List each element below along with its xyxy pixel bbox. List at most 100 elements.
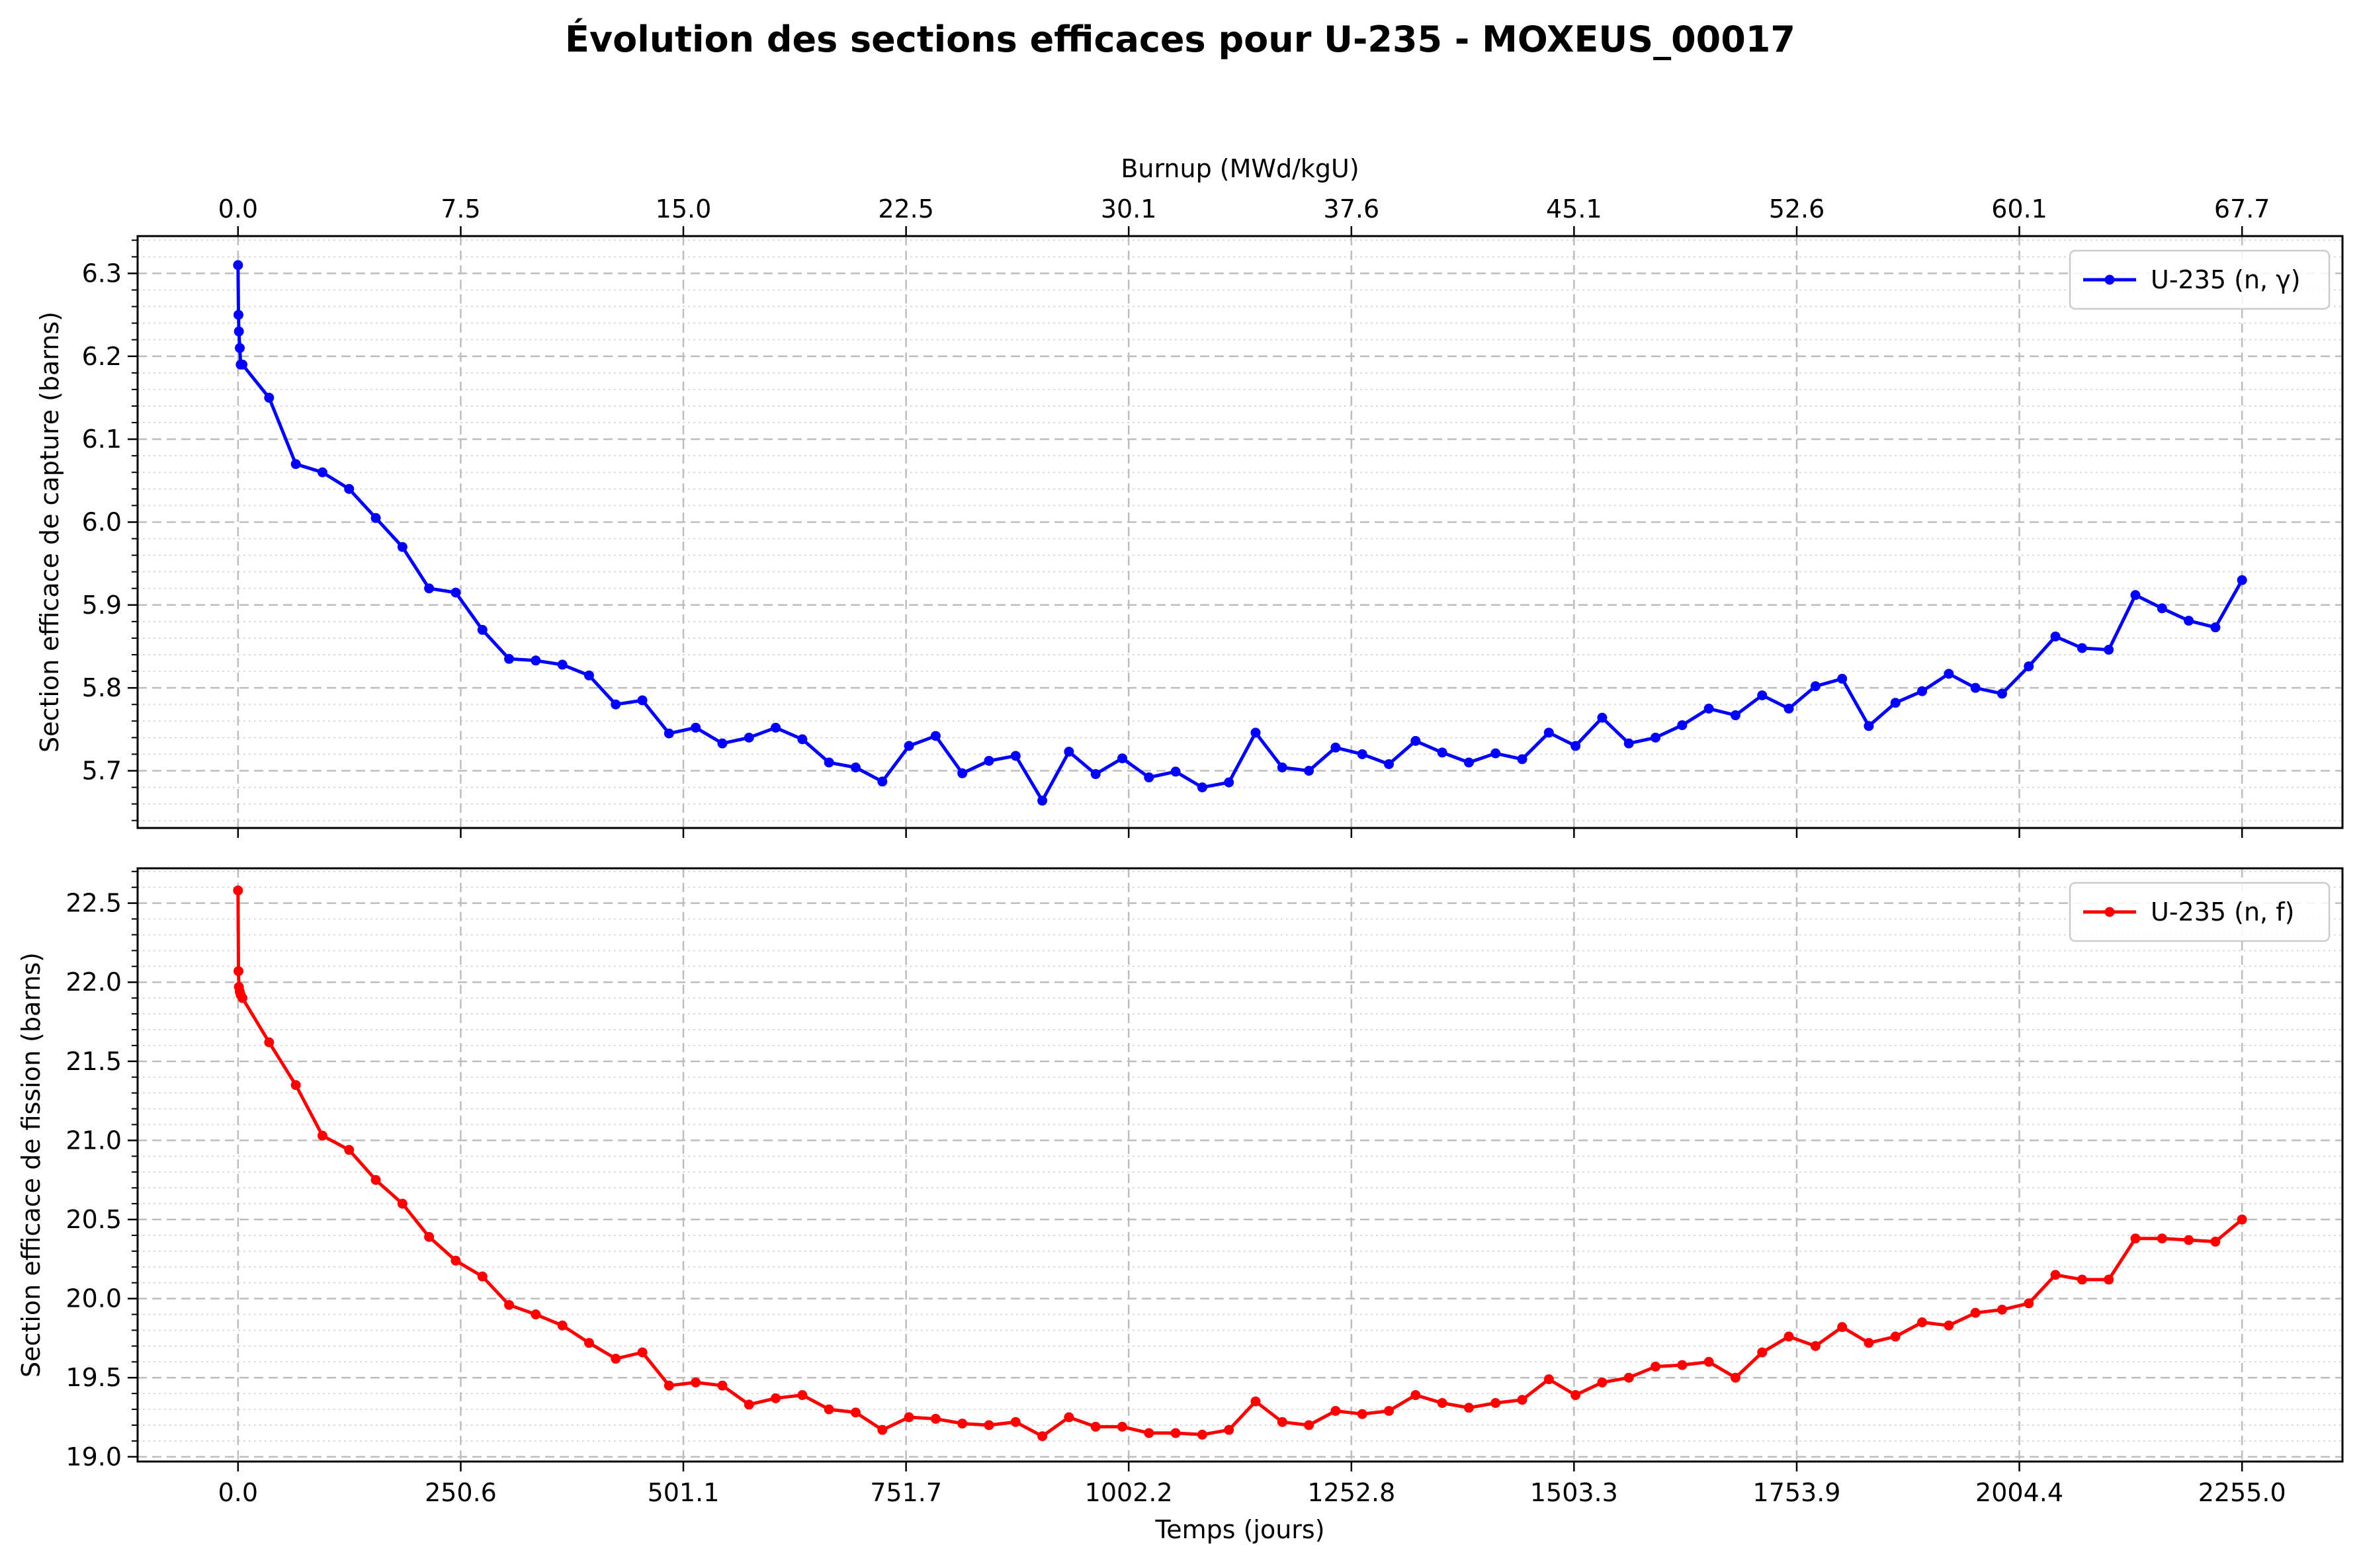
- top-x-tick-label: 67.7: [2214, 194, 2270, 224]
- legend-marker: [2104, 274, 2115, 285]
- data-point: [957, 768, 968, 778]
- data-point: [2130, 590, 2141, 600]
- data-point: [233, 885, 243, 895]
- top-x-tick-label: 52.6: [1769, 194, 1825, 224]
- data-point: [2077, 643, 2087, 653]
- data-point: [1864, 1338, 1874, 1348]
- data-point: [1517, 1395, 1527, 1405]
- y-tick-label: 21.5: [65, 1047, 122, 1076]
- data-point: [1917, 686, 1928, 696]
- data-point: [233, 966, 243, 976]
- data-point: [1543, 1374, 1554, 1385]
- data-point: [2184, 1235, 2194, 1245]
- data-point: [1277, 1417, 1287, 1427]
- data-point: [877, 1424, 888, 1435]
- data-point: [2237, 575, 2247, 585]
- data-point: [1810, 681, 1821, 692]
- data-point: [717, 738, 728, 749]
- data-point: [1037, 1431, 1048, 1442]
- data-point: [1996, 1304, 2007, 1315]
- y-tick-label: 6.2: [82, 342, 122, 371]
- y-tick-label: 6.0: [82, 507, 122, 536]
- x-tick-label: 2004.4: [1975, 1478, 2063, 1507]
- x-tick-label: 0.0: [218, 1478, 258, 1507]
- data-point: [1357, 1409, 1367, 1419]
- data-point: [1970, 682, 1981, 693]
- data-point: [1224, 1424, 1234, 1435]
- x-tick-label: 751.7: [870, 1478, 942, 1507]
- data-point: [504, 1300, 515, 1310]
- data-point: [264, 392, 275, 403]
- data-point: [2104, 1274, 2114, 1285]
- data-point: [930, 1413, 941, 1424]
- data-point: [2210, 1237, 2221, 1247]
- axes-frame: [136, 235, 2344, 829]
- data-point: [531, 1309, 541, 1320]
- top-x-tick-label: 30.1: [1101, 194, 1157, 224]
- data-point: [1090, 769, 1101, 780]
- y-axis-label: Section efficace de fission (barns): [17, 952, 46, 1378]
- data-point: [904, 741, 914, 751]
- data-point: [370, 513, 381, 523]
- y-tick-label: 5.8: [82, 673, 122, 702]
- y-tick-label: 5.7: [82, 757, 122, 786]
- x-axis-label: Temps (jours): [1154, 1515, 1324, 1544]
- data-point: [1090, 1421, 1101, 1432]
- data-point: [904, 1412, 914, 1423]
- data-point: [557, 659, 568, 670]
- data-point: [397, 1198, 408, 1209]
- data-point: [2157, 603, 2167, 614]
- data-point: [1463, 1403, 1474, 1413]
- data-point: [771, 722, 781, 733]
- panel-2: 19.0 19.5 20.0 20.5 21.0 21.5 22.0 22.5 0.0 250.6…: [17, 867, 2344, 1507]
- top-x-tick-label: 22.5: [878, 194, 934, 224]
- data-point: [2024, 661, 2034, 672]
- x-tick-label: 1252.8: [1307, 1478, 1395, 1507]
- data-point: [424, 1231, 435, 1242]
- y-tick-label: 21.0: [65, 1126, 122, 1155]
- legend-marker: [2104, 907, 2115, 917]
- data-point: [264, 1037, 275, 1048]
- data-point: [1864, 721, 1874, 731]
- data-point: [744, 732, 754, 743]
- data-point: [290, 1080, 301, 1091]
- y-tick-label: 5.9: [82, 591, 122, 620]
- data-point: [2050, 1270, 2061, 1280]
- data-point: [1144, 1428, 1154, 1438]
- data-point: [1117, 753, 1127, 764]
- data-point: [664, 1380, 674, 1391]
- data-point: [477, 1271, 488, 1282]
- data-point: [1570, 741, 1581, 751]
- data-point: [1651, 732, 1661, 743]
- data-point: [1117, 1421, 1127, 1432]
- data-point: [1757, 1347, 1768, 1358]
- data-point: [691, 722, 701, 733]
- y-tick-label: 20.0: [65, 1284, 122, 1313]
- data-point: [424, 583, 435, 594]
- data-point: [877, 776, 888, 787]
- data-point: [1010, 751, 1021, 761]
- data-point: [1703, 1356, 1714, 1367]
- data-point: [1250, 1396, 1261, 1407]
- data-point: [1010, 1417, 1021, 1427]
- data-point: [1490, 748, 1501, 759]
- data-point: [1410, 1390, 1421, 1401]
- top-x-tick-label: 7.5: [441, 194, 480, 224]
- data-point: [237, 993, 248, 1003]
- data-point: [1437, 747, 1447, 758]
- data-point: [850, 1407, 861, 1418]
- data-point: [2104, 644, 2114, 655]
- data-point: [691, 1377, 701, 1387]
- data-point: [1224, 777, 1234, 788]
- data-point: [531, 655, 541, 666]
- data-point: [1277, 762, 1287, 772]
- data-point: [771, 1393, 781, 1403]
- data-point: [2157, 1233, 2167, 1244]
- data-point: [1917, 1317, 1928, 1328]
- data-point: [1703, 703, 1714, 714]
- data-point: [397, 542, 408, 552]
- data-point: [1410, 735, 1421, 746]
- y-axis-label: Section efficace de capture (barns): [35, 311, 64, 753]
- data-point: [1757, 690, 1768, 700]
- top-x-tick-label: 37.6: [1324, 194, 1380, 224]
